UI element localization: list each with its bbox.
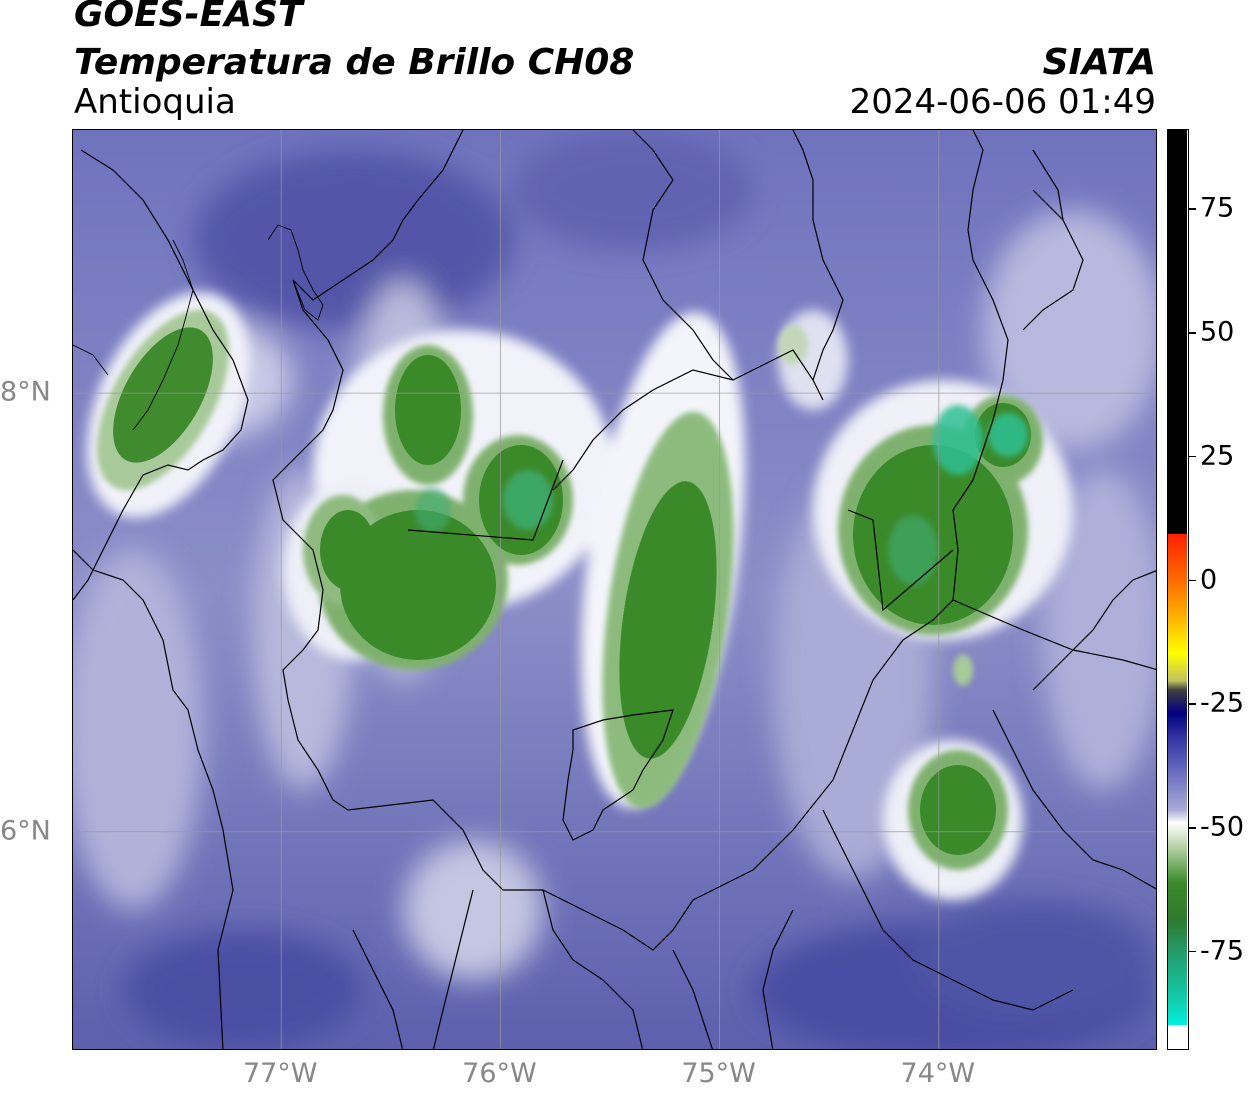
region-label: Antioquia <box>74 82 236 122</box>
colorbar-tick-mark <box>1189 208 1196 210</box>
satellite-title: GOES-EAST <box>74 0 303 35</box>
x-tick-label: 74°W <box>900 1058 976 1089</box>
source-label: SIATA <box>1042 42 1156 83</box>
colorbar-tick-label: 75 <box>1200 192 1235 224</box>
colorbar-gradient <box>1168 130 1187 1048</box>
brightness-temperature-map[interactable] <box>72 129 1157 1050</box>
coastline <box>73 224 324 431</box>
colorbar-tick-label: -25 <box>1200 687 1245 719</box>
political-borders <box>73 130 1156 1049</box>
colorbar-tick-mark <box>1189 455 1196 458</box>
colorbar-tick-mark <box>1189 703 1196 705</box>
y-tick-label: 8°N <box>0 376 51 408</box>
colorbar-tick-label: 25 <box>1200 440 1235 472</box>
colorbar-tick-mark <box>1189 579 1196 582</box>
colorbar-tick-mark <box>1189 827 1196 829</box>
cloud-coldest-tops <box>415 405 1028 585</box>
y-tick-label: 6°N <box>0 815 51 847</box>
map-canvas <box>73 130 1156 1049</box>
colorbar-tick-mark <box>1189 332 1196 334</box>
colorbar-tick-label: 0 <box>1200 564 1218 596</box>
colorbar <box>1167 129 1189 1050</box>
product-title: Temperatura de Brillo CH08 <box>74 42 635 83</box>
colorbar-tick-label: 50 <box>1200 316 1235 348</box>
x-tick-label: 76°W <box>462 1058 537 1089</box>
colorbar-tick-label: -75 <box>1200 935 1245 967</box>
cloud-green-cores <box>113 327 1031 855</box>
x-tick-label: 77°W <box>242 1058 318 1089</box>
map-gridlines <box>73 130 1156 1049</box>
colorbar-tick-mark <box>1189 950 1196 953</box>
colorbar-tick-label: -50 <box>1200 811 1245 843</box>
datetime-label: 2024-06-06 01:49 <box>849 82 1156 122</box>
x-tick-label: 75°W <box>681 1058 756 1089</box>
